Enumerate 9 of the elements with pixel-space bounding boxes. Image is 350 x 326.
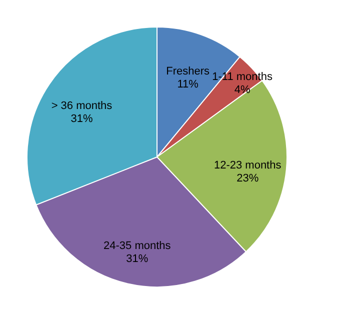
slice-label: Freshers — [166, 65, 210, 78]
data-label: 11% — [177, 78, 199, 90]
data-label: 4% — [234, 84, 250, 96]
slice-label: > 36 months — [51, 100, 113, 112]
data-label: 31% — [70, 112, 93, 125]
slice-label: 12-23 months — [214, 160, 282, 172]
data-label: 31% — [126, 252, 148, 265]
data-label: 23% — [236, 172, 259, 185]
slice-label: 24-35 months — [104, 240, 172, 252]
